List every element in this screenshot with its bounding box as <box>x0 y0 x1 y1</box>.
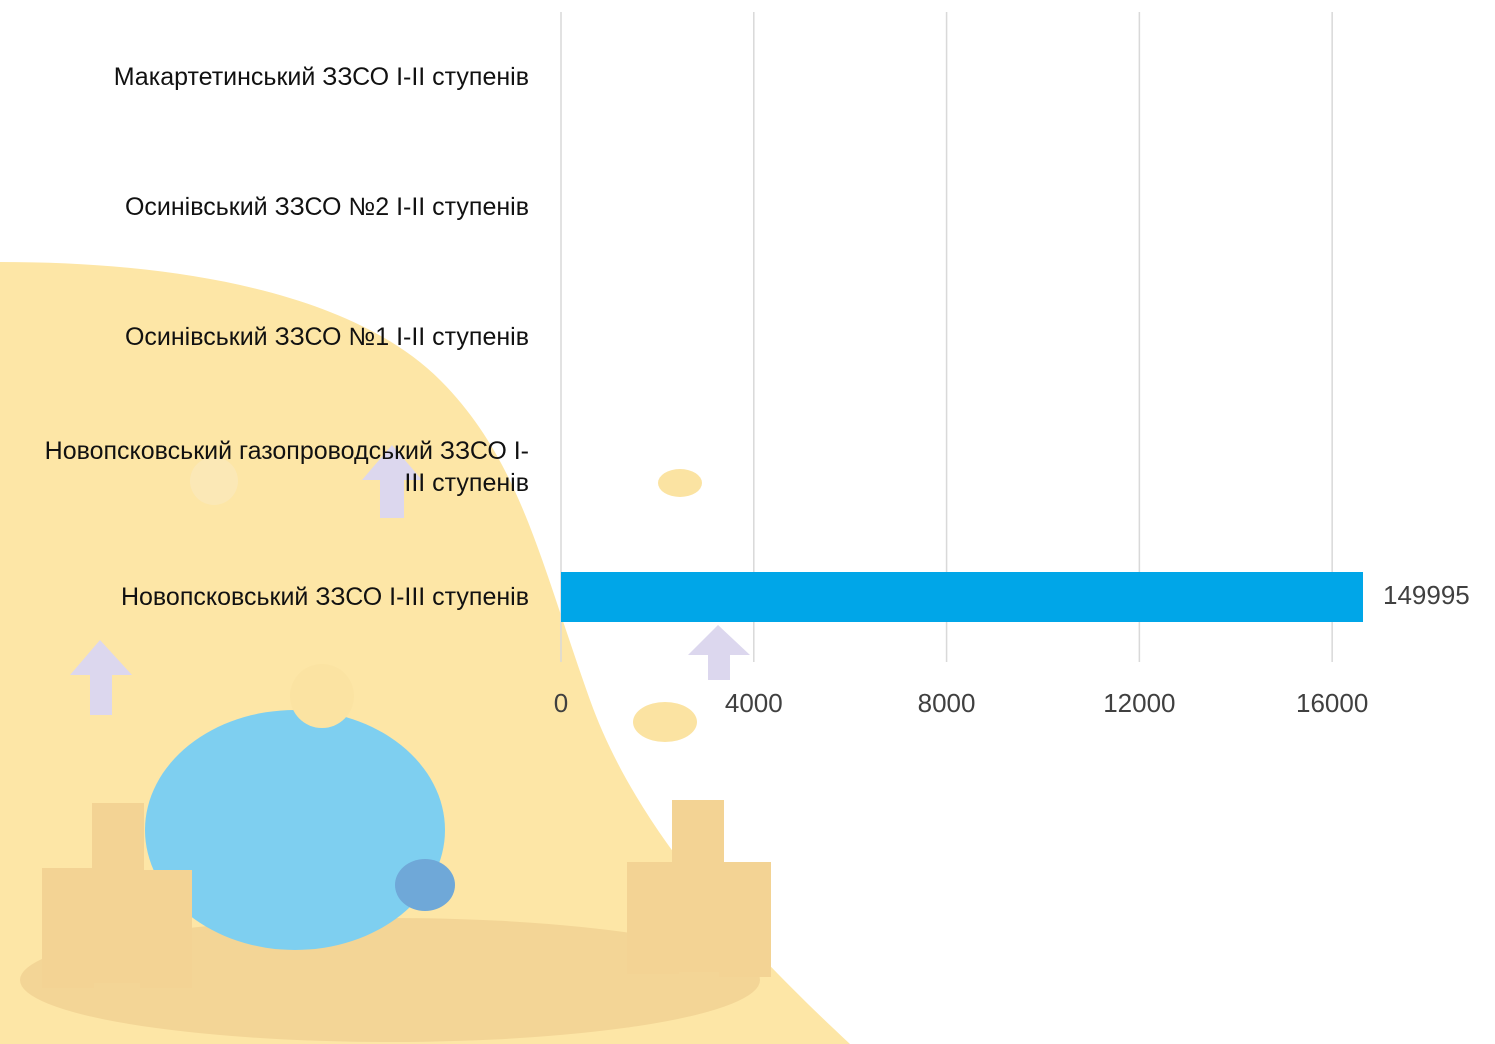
plot-area <box>561 572 1363 622</box>
x-tick-label: 8000 <box>918 688 976 718</box>
x-tick-label: 4000 <box>725 688 783 718</box>
y-tick-label: Новопсковський ЗЗСО I-III ступенів <box>120 583 529 611</box>
x-tick-label: 0 <box>554 688 568 718</box>
x-tick-label: 16000 <box>1296 688 1368 718</box>
y-tick-label: Осинівський ЗЗСО №2 I-II ступенів <box>124 193 529 221</box>
bar <box>561 572 1363 622</box>
y-tick-label: Макартетинський ЗЗСО I-II ступенів <box>113 63 529 91</box>
data-label: 149995 <box>1383 580 1470 610</box>
background-decoration <box>0 262 850 1044</box>
x-tick-label: 12000 <box>1103 688 1175 718</box>
y-tick-label: Новопсковський газопроводський ЗЗСО I-II… <box>44 437 529 497</box>
y-tick-label: Осинівський ЗЗСО №1 I-II ступенів <box>124 323 529 351</box>
